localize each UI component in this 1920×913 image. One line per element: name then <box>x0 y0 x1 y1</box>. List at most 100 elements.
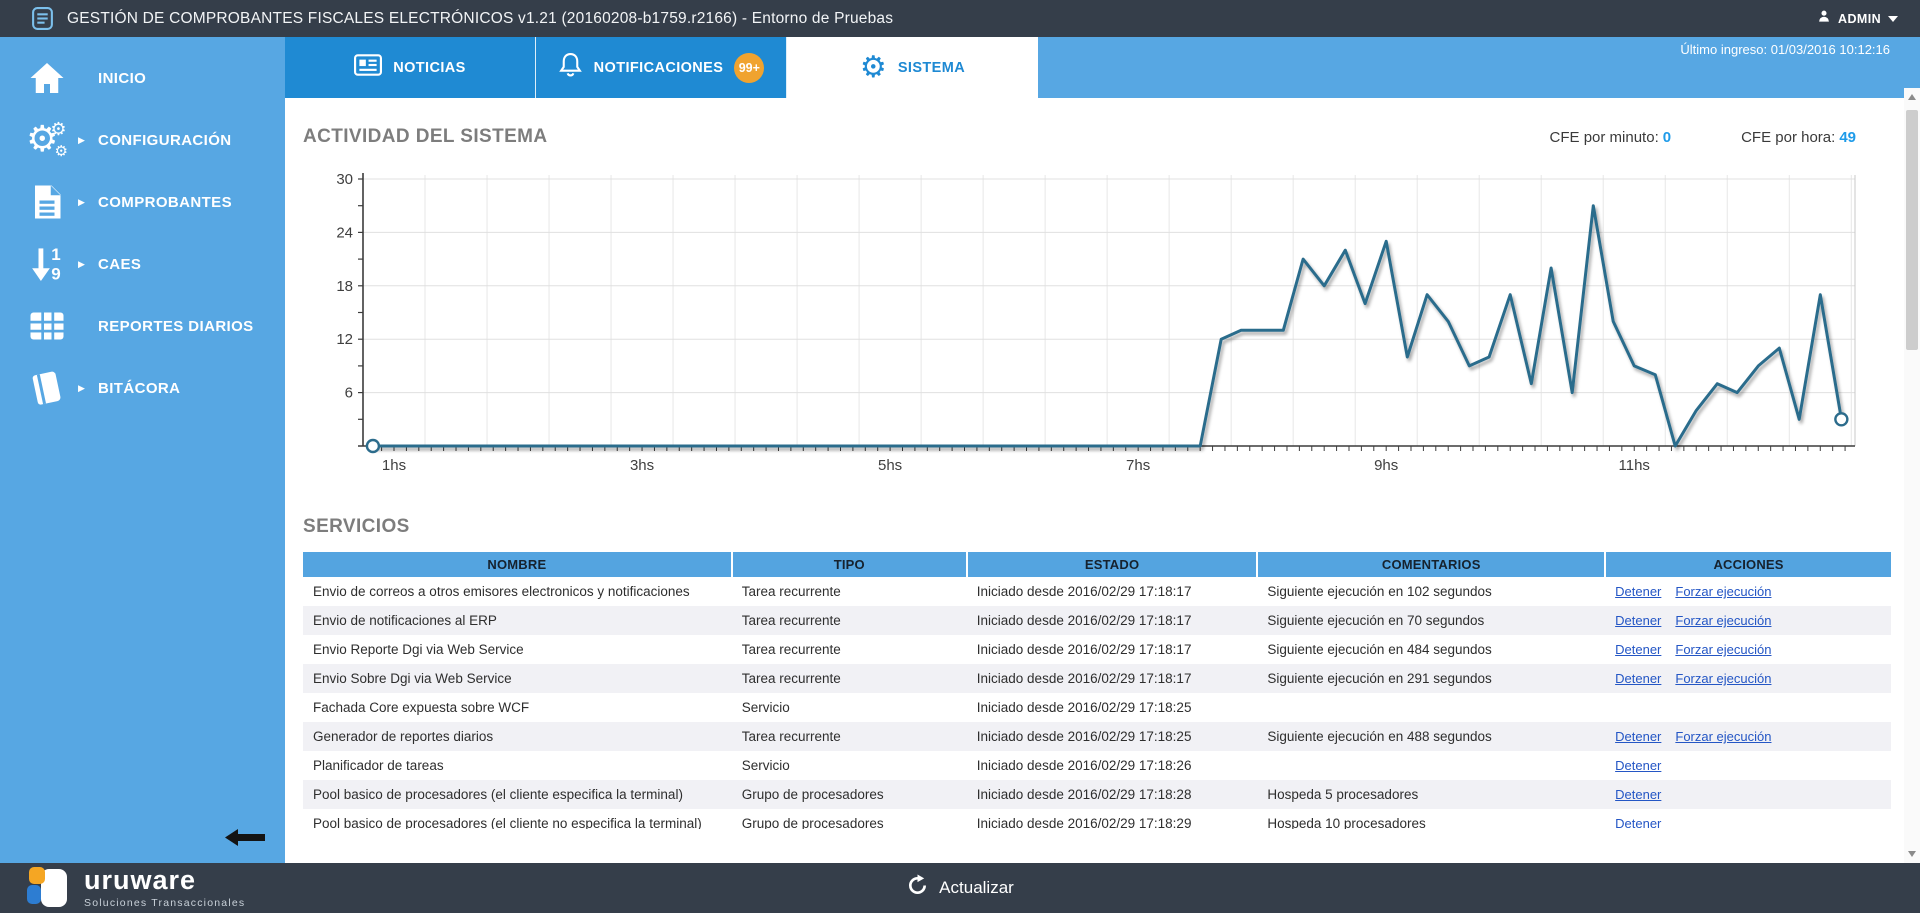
services-table-head: NOMBRETIPOESTADOCOMENTARIOSACCIONES <box>303 552 1891 577</box>
detener-link[interactable]: Detener <box>1615 729 1661 744</box>
svg-text:24: 24 <box>336 224 353 241</box>
vertical-scrollbar[interactable] <box>1904 88 1920 863</box>
services-table-clip: NOMBRETIPOESTADOCOMENTARIOSACCIONES Envi… <box>303 552 1891 829</box>
forzar-ejecucion-link[interactable]: Forzar ejecución <box>1675 729 1771 744</box>
scroll-down-icon[interactable] <box>1908 851 1916 857</box>
cell-acciones: Detener Forzar ejecución <box>1605 722 1891 751</box>
tabbar: NOTICIASNOTIFICACIONES99+ ⚙ SISTEMA Último… <box>285 37 1920 98</box>
app-title: GESTIÓN DE COMPROBANTES FISCALES ELECTRÓ… <box>67 10 893 28</box>
forzar-ejecucion-link[interactable]: Forzar ejecución <box>1675 613 1771 628</box>
cell-name: Envio de correos a otros emisores electr… <box>303 577 732 606</box>
column-header-nombre: NOMBRE <box>303 552 732 577</box>
sidebar-item-label: CONFIGURACIÓN <box>98 132 232 149</box>
cell-comentarios <box>1257 693 1605 722</box>
chevron-down-icon <box>1888 16 1898 22</box>
sidebar-item-caes[interactable]: 19▶CAES <box>0 233 285 295</box>
document-icon <box>16 184 78 220</box>
cfe-per-hour: CFE por hora:49 <box>1741 129 1856 146</box>
cell-estado: Iniciado desde 2016/02/29 17:18:17 <box>967 577 1258 606</box>
uruware-logo-icon <box>26 866 74 910</box>
book-icon <box>16 370 78 406</box>
cell-estado: Iniciado desde 2016/02/29 17:18:28 <box>967 780 1258 809</box>
table-row: Envio de notificaciones al ERPTarea recu… <box>303 606 1891 635</box>
services-title: SERVICIOS <box>303 516 410 538</box>
cell-estado: Iniciado desde 2016/02/29 17:18:17 <box>967 664 1258 693</box>
table-row: Envio Reporte Dgi via Web ServiceTarea r… <box>303 635 1891 664</box>
sidebar-item-reportes-diarios[interactable]: REPORTES DIARIOS <box>0 295 285 357</box>
home-icon <box>16 61 78 95</box>
svg-text:1: 1 <box>51 245 60 264</box>
forzar-ejecucion-link[interactable]: Forzar ejecución <box>1675 671 1771 686</box>
cell-name: Envio Reporte Dgi via Web Service <box>303 635 732 664</box>
tab-sistema[interactable]: ⚙ SISTEMA <box>787 37 1038 98</box>
user-menu[interactable]: ADMIN <box>1817 0 1898 37</box>
cell-acciones: Detener <box>1605 780 1891 809</box>
activity-chart: 6121824301hs3hs5hs7hs9hs11hs <box>303 160 1883 490</box>
sidebar-item-configuraci-n[interactable]: ⚙⚙⚙▶CONFIGURACIÓN <box>0 109 285 171</box>
brand-name: uruware <box>84 867 245 894</box>
tab-label: SISTEMA <box>898 60 965 76</box>
cell-comentarios: Siguiente ejecución en 488 segundos <box>1257 722 1605 751</box>
app-logo-document-icon <box>30 6 55 31</box>
services-table-body: Envio de correos a otros emisores electr… <box>303 577 1891 829</box>
cell-tipo: Tarea recurrente <box>732 664 967 693</box>
detener-link[interactable]: Detener <box>1615 584 1661 599</box>
expand-arrow-icon: ▶ <box>78 135 92 146</box>
svg-text:11hs: 11hs <box>1619 457 1650 474</box>
tab-notificaciones[interactable]: NOTIFICACIONES99+ <box>536 37 787 98</box>
notification-count-badge: 99+ <box>734 53 764 83</box>
cell-acciones: Detener Forzar ejecución <box>1605 577 1891 606</box>
collapse-sidebar-arrow[interactable] <box>225 829 265 851</box>
activity-header: ACTIVIDAD DEL SISTEMA CFE por minuto:0 C… <box>303 126 1904 148</box>
forzar-ejecucion-link[interactable]: Forzar ejecución <box>1675 642 1771 657</box>
table-row: Pool basico de procesadores (el cliente … <box>303 780 1891 809</box>
cell-name: Pool basico de procesadores (el cliente … <box>303 809 732 829</box>
sidebar-item-bit-cora[interactable]: ▶BITÁCORA <box>0 357 285 419</box>
table-row: Envio de correos a otros emisores electr… <box>303 577 1891 606</box>
scrollbar-thumb[interactable] <box>1906 110 1918 350</box>
detener-link[interactable]: Detener <box>1615 816 1661 829</box>
sidebar-item-label: COMPROBANTES <box>98 194 232 211</box>
svg-text:1hs: 1hs <box>382 457 406 474</box>
cfe-counters: CFE por minuto:0 CFE por hora:49 <box>1550 129 1856 146</box>
cell-estado: Iniciado desde 2016/02/29 17:18:25 <box>967 722 1258 751</box>
detener-link[interactable]: Detener <box>1615 642 1661 657</box>
main-content: ACTIVIDAD DEL SISTEMA CFE por minuto:0 C… <box>285 98 1904 863</box>
sidebar-item-comprobantes[interactable]: ▶ COMPROBANTES <box>0 171 285 233</box>
cell-comentarios: Siguiente ejecución en 102 segundos <box>1257 577 1605 606</box>
brand-logo: uruware Soluciones Transaccionales <box>26 866 245 910</box>
topbar: GESTIÓN DE COMPROBANTES FISCALES ELECTRÓ… <box>0 0 1920 37</box>
detener-link[interactable]: Detener <box>1615 671 1661 686</box>
cell-comentarios: Hospeda 10 procesadores <box>1257 809 1605 829</box>
cell-acciones: Detener <box>1605 809 1891 829</box>
last-login-text: Último ingreso: 01/03/2016 10:12:16 <box>1680 42 1890 57</box>
column-header-comentarios: COMENTARIOS <box>1257 552 1605 577</box>
sidebar: INICIO⚙⚙⚙▶CONFIGURACIÓN▶COMPROBANTES19▶C… <box>0 37 285 863</box>
detener-link[interactable]: Detener <box>1615 758 1661 773</box>
detener-link[interactable]: Detener <box>1615 787 1661 802</box>
sidebar-item-inicio[interactable]: INICIO <box>0 47 285 109</box>
cell-acciones <box>1605 693 1891 722</box>
table-icon <box>16 311 78 341</box>
refresh-label: Actualizar <box>939 878 1014 898</box>
tab-noticias[interactable]: NOTICIAS <box>285 37 536 98</box>
svg-text:5hs: 5hs <box>878 457 902 474</box>
cell-acciones: Detener Forzar ejecución <box>1605 664 1891 693</box>
scroll-up-icon[interactable] <box>1908 94 1916 100</box>
cell-name: Envio Sobre Dgi via Web Service <box>303 664 732 693</box>
table-row: Planificador de tareasServicioIniciado d… <box>303 751 1891 780</box>
svg-text:9: 9 <box>51 265 60 283</box>
expand-arrow-icon: ▶ <box>78 197 92 208</box>
refresh-button[interactable]: Actualizar <box>906 874 1014 902</box>
cell-comentarios <box>1257 751 1605 780</box>
cell-estado: Iniciado desde 2016/02/29 17:18:26 <box>967 751 1258 780</box>
svg-text:3hs: 3hs <box>630 457 654 474</box>
cell-acciones: Detener Forzar ejecución <box>1605 635 1891 664</box>
forzar-ejecucion-link[interactable]: Forzar ejecución <box>1675 584 1771 599</box>
user-icon <box>1817 9 1831 28</box>
gear-icon: ⚙ <box>860 53 887 83</box>
user-name: ADMIN <box>1838 12 1881 26</box>
detener-link[interactable]: Detener <box>1615 613 1661 628</box>
cell-comentarios: Siguiente ejecución en 291 segundos <box>1257 664 1605 693</box>
newspaper-icon <box>354 53 382 82</box>
